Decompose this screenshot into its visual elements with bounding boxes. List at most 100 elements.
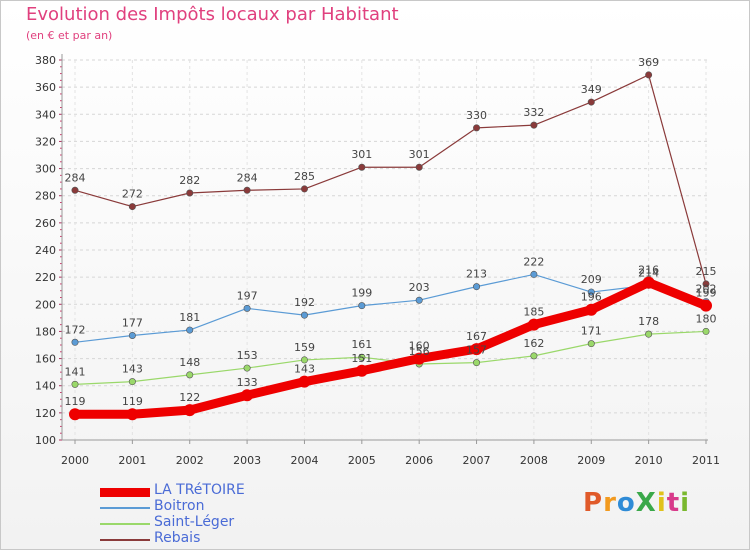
- legend-swatch: [100, 523, 150, 525]
- x-tick-label: 2011: [692, 454, 720, 467]
- y-tick-label: 240: [35, 244, 56, 257]
- data-point: [413, 352, 426, 365]
- logo-letter: i: [680, 488, 691, 518]
- logo-letter: t: [666, 488, 681, 518]
- data-label: 178: [638, 315, 659, 328]
- y-tick-label: 320: [35, 135, 56, 148]
- legend-swatch: [100, 539, 150, 541]
- legend-label: Saint-Léger: [154, 514, 235, 530]
- series-2: [71, 327, 710, 388]
- data-label: 153: [237, 349, 258, 362]
- data-label: 159: [294, 341, 315, 354]
- data-label: 161: [351, 338, 372, 351]
- data-point: [702, 280, 710, 288]
- series-line: [75, 278, 708, 419]
- data-point: [128, 203, 136, 211]
- data-point: [530, 121, 538, 129]
- logo-letter: o: [616, 488, 636, 518]
- data-label: 209: [581, 273, 602, 286]
- data-label: 177: [122, 317, 143, 330]
- data-label: 196: [581, 291, 602, 304]
- data-label: 156: [409, 345, 430, 358]
- data-point: [71, 380, 79, 388]
- data-label: 369: [638, 56, 659, 69]
- data-point: [71, 338, 79, 346]
- legend-swatch: [100, 487, 150, 497]
- y-tick-label: 160: [35, 353, 56, 366]
- data-point: [186, 371, 194, 379]
- data-point: [645, 330, 653, 338]
- data-label: 301: [351, 148, 372, 161]
- data-point: [186, 326, 194, 334]
- data-point: [527, 318, 540, 331]
- y-tick-label: 260: [35, 217, 56, 230]
- proxiti-logo: ProXiti: [583, 488, 690, 518]
- logo-letter: r: [603, 488, 617, 518]
- chart-subtitle: (en € et par an): [26, 29, 113, 42]
- data-label: 119: [65, 395, 86, 408]
- data-label: 172: [65, 323, 86, 336]
- logo-letter: X: [635, 488, 657, 518]
- x-tick-label: 2010: [635, 454, 663, 467]
- data-label: 180: [696, 312, 717, 325]
- data-label: 332: [523, 106, 544, 119]
- data-label: 216: [638, 264, 659, 277]
- x-tick-label: 2002: [176, 454, 204, 467]
- data-point: [473, 283, 481, 291]
- data-point: [358, 163, 366, 171]
- data-point: [241, 389, 254, 402]
- data-point: [415, 163, 423, 171]
- data-point: [470, 343, 483, 356]
- data-label: 143: [294, 363, 315, 376]
- y-tick-label: 340: [35, 108, 56, 121]
- data-point: [645, 71, 653, 79]
- data-label: 192: [294, 296, 315, 309]
- data-label: 199: [351, 287, 372, 300]
- data-label: 222: [523, 255, 544, 268]
- logo-letter: P: [583, 488, 604, 518]
- series-1: [71, 270, 710, 346]
- y-tick-label: 120: [35, 407, 56, 420]
- x-tick-label: 2003: [233, 454, 261, 467]
- data-point: [186, 189, 194, 197]
- data-point: [243, 304, 251, 312]
- x-tick-label: 2006: [405, 454, 433, 467]
- data-point: [530, 352, 538, 360]
- x-tick-label: 2000: [61, 454, 89, 467]
- data-label: 197: [237, 289, 258, 302]
- x-tick-label: 2007: [463, 454, 491, 467]
- line-chart: 100 120 140 160 180 200 220 240 260 280 300 320 340 3…: [35, 54, 720, 467]
- data-point: [642, 276, 655, 289]
- data-point: [473, 124, 481, 132]
- data-label: 284: [237, 171, 258, 184]
- series-3: [71, 71, 710, 288]
- data-label: 143: [122, 363, 143, 376]
- chart-title: Evolution des Impôts locaux par Habitant: [26, 4, 399, 25]
- y-tick-label: 100: [35, 434, 56, 447]
- data-point: [415, 296, 423, 304]
- data-point: [355, 364, 368, 377]
- y-tick-label: 380: [35, 54, 56, 67]
- data-point: [300, 356, 308, 364]
- data-label: 215: [696, 265, 717, 278]
- data-point: [358, 302, 366, 310]
- data-point: [700, 299, 712, 312]
- data-label: 199: [696, 287, 717, 300]
- data-label: 284: [65, 171, 86, 184]
- data-label: 214: [638, 266, 659, 279]
- logo-letter: i: [656, 488, 667, 518]
- data-label: 349: [581, 83, 602, 96]
- data-point: [358, 353, 366, 361]
- legend-label: Rebais: [154, 530, 201, 546]
- data-point: [300, 311, 308, 319]
- y-tick-label: 140: [35, 380, 56, 393]
- series-line: [74, 273, 707, 343]
- data-label: 167: [466, 330, 487, 343]
- data-label: 141: [65, 365, 86, 378]
- data-label: 185: [523, 306, 544, 319]
- series-line: [74, 330, 707, 385]
- data-point: [702, 327, 710, 335]
- x-tick-label: 2005: [348, 454, 376, 467]
- data-point: [243, 364, 251, 372]
